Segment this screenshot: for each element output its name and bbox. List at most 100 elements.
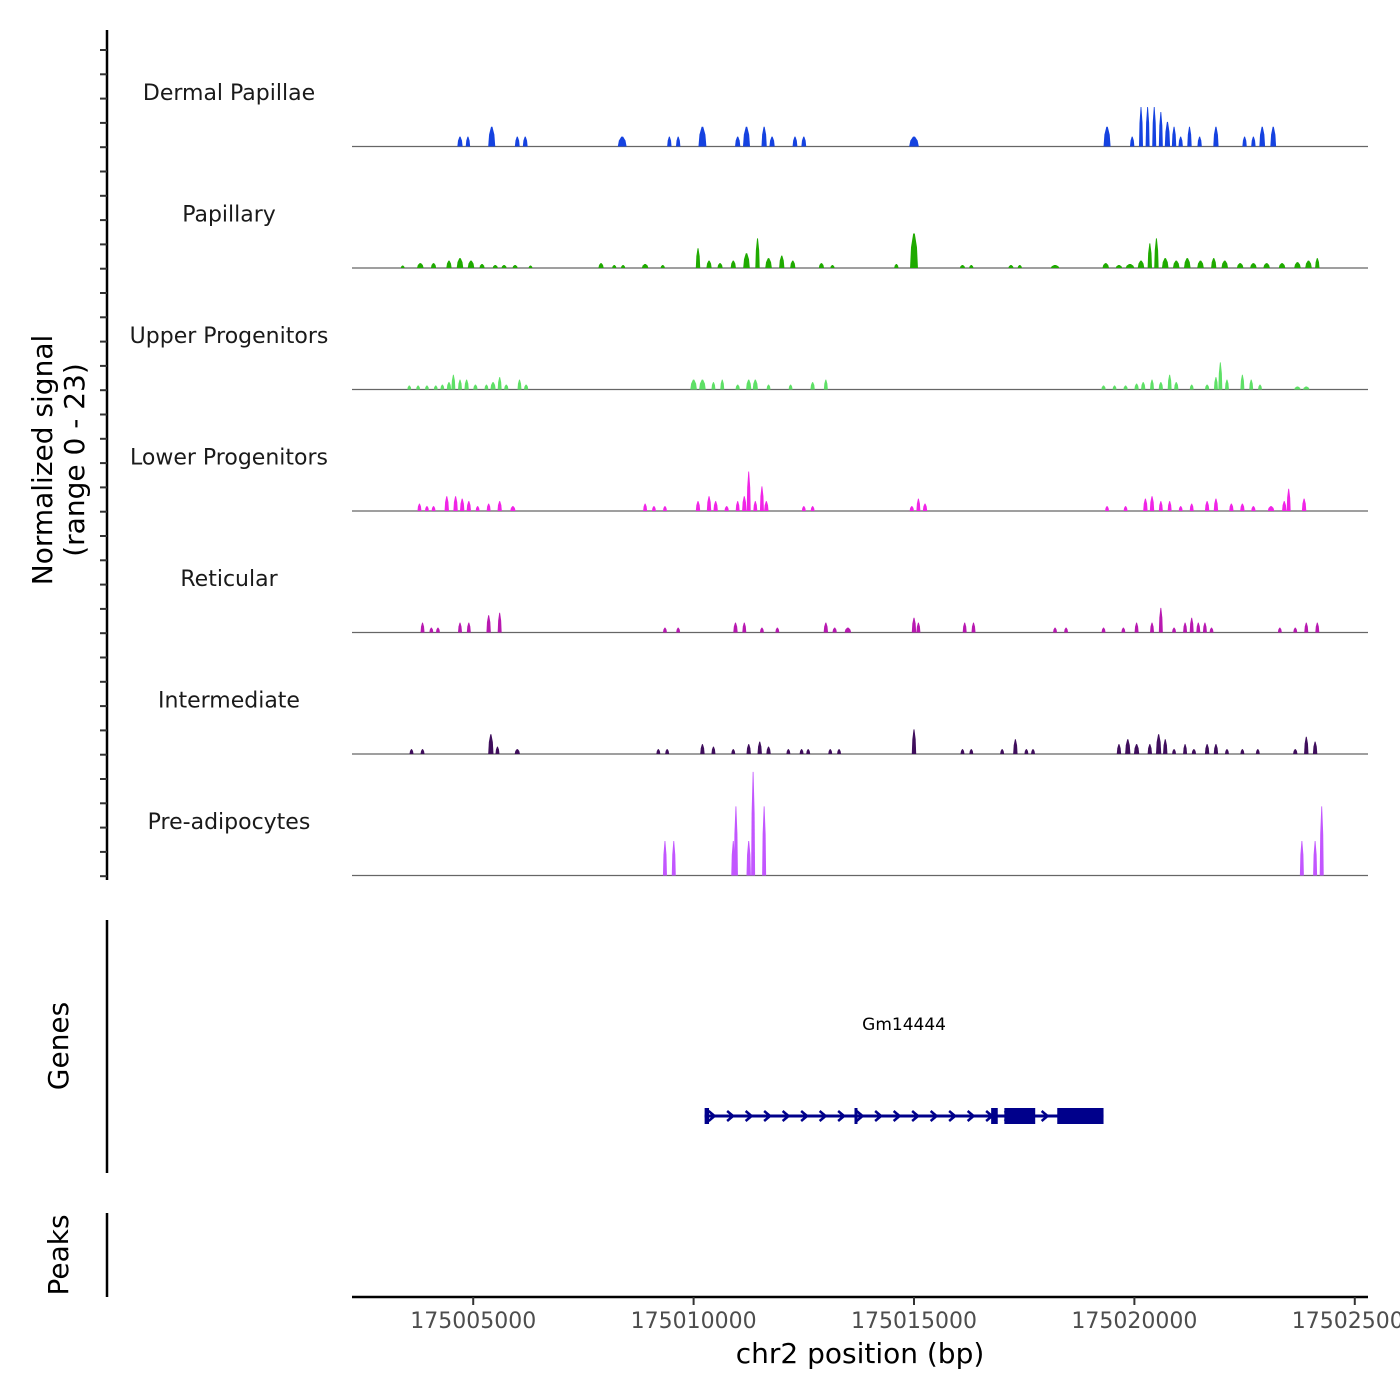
- x-axis-ticks: 175005000 175010000 175015000 175020000 1750…: [410, 1297, 1400, 1334]
- signal-peak: [1197, 260, 1204, 268]
- signal-peak: [446, 260, 452, 268]
- signal-peak: [488, 734, 494, 754]
- signal-peak: [1258, 384, 1263, 390]
- signal-peak: [1174, 382, 1179, 390]
- signal-peak: [695, 501, 701, 511]
- signal-peak: [832, 627, 837, 633]
- signal-peak: [473, 384, 478, 390]
- signal-peak: [1255, 749, 1260, 754]
- track-label: Pre-adipocytes: [148, 810, 311, 835]
- signal-peak: [497, 501, 502, 511]
- signal-peak: [1213, 126, 1219, 147]
- signal-peak: [742, 126, 751, 147]
- signal-peak: [801, 506, 806, 511]
- signal-peak: [1242, 136, 1247, 147]
- signal-peak: [1050, 265, 1060, 268]
- signal-peak: [1123, 385, 1128, 390]
- signal-peak: [495, 746, 500, 754]
- signal-peak: [433, 385, 438, 390]
- x-tick-label: 175025000: [1292, 1309, 1400, 1334]
- signal-peak: [764, 501, 769, 511]
- signal-peak: [752, 379, 758, 390]
- signal-peak: [1229, 503, 1234, 511]
- signal-peak: [909, 506, 914, 511]
- signal-peak: [1183, 622, 1188, 633]
- signal-peak: [792, 136, 798, 147]
- signal-peak: [1123, 506, 1128, 511]
- signal-peak: [735, 501, 740, 511]
- track-label: Upper Progenitors: [130, 324, 329, 349]
- signal-peak: [1286, 488, 1291, 511]
- signal-peak: [1101, 627, 1106, 633]
- signal-peak: [1224, 379, 1229, 390]
- signal-peak: [818, 263, 825, 268]
- signal-peak: [733, 622, 738, 633]
- signal-peak: [510, 506, 516, 511]
- signal-peak: [1191, 749, 1197, 754]
- signal-peak: [466, 501, 472, 511]
- x-tick-label: 175010000: [631, 1309, 757, 1334]
- signal-peak: [1145, 107, 1150, 147]
- signal-peak: [475, 506, 480, 511]
- signal-peak: [429, 627, 434, 633]
- signal-peak: [1213, 377, 1218, 390]
- signal-peak: [1154, 238, 1159, 268]
- signal-peak: [1140, 382, 1146, 390]
- signal-peak: [911, 729, 917, 754]
- signal-peak: [1053, 627, 1058, 633]
- signal-peak: [810, 382, 815, 390]
- gene-exon: [1057, 1108, 1104, 1124]
- signal-peak: [1064, 627, 1069, 633]
- signal-peak: [416, 385, 421, 390]
- signal-peak: [517, 379, 522, 390]
- signal-peak: [457, 379, 462, 390]
- signal-peak: [735, 384, 740, 390]
- signal-peak: [735, 136, 741, 147]
- signal-peak: [488, 126, 496, 147]
- signal-peak: [690, 379, 697, 390]
- signal-peak: [746, 840, 751, 876]
- strand-arrow-icon: [966, 1110, 976, 1122]
- signal-peak: [1017, 265, 1022, 268]
- strand-arrow-icon: [707, 1110, 717, 1122]
- signal-peak: [720, 379, 725, 390]
- signal-peak: [662, 627, 667, 633]
- signal-peak: [484, 384, 489, 390]
- signal-peak: [753, 501, 758, 511]
- signal-peak: [1209, 627, 1214, 633]
- signal-peak: [486, 503, 491, 511]
- signal-peak: [1024, 749, 1029, 754]
- signal-peak: [1164, 121, 1171, 147]
- signal-peak: [656, 749, 661, 754]
- gene-exon: [854, 1108, 858, 1124]
- signal-peak: [456, 258, 464, 268]
- track-label: Lower Progenitors: [130, 446, 328, 471]
- signal-peak: [706, 496, 712, 511]
- y-axis-title: Normalized signal (range 0 - 23): [26, 335, 91, 586]
- signal-peak: [823, 379, 828, 390]
- signal-peak: [641, 264, 649, 268]
- strand-arrow-icon: [1040, 1110, 1050, 1122]
- signal-peak: [440, 384, 445, 390]
- signal-peak: [713, 501, 718, 511]
- signal-peak: [828, 749, 833, 754]
- signal-peak: [910, 233, 918, 268]
- signal-peak: [971, 622, 976, 633]
- strand-arrow-icon: [929, 1110, 939, 1122]
- strand-arrow-icon: [726, 1110, 736, 1122]
- signal-peak: [420, 622, 425, 633]
- signal-peak: [1204, 744, 1210, 754]
- signal-peak: [916, 622, 921, 633]
- signal-peak: [514, 749, 520, 754]
- signal-peak: [1183, 744, 1188, 754]
- signal-peak: [1125, 739, 1131, 754]
- track-pre-adipocytes: Pre-adipocytes: [148, 771, 1368, 877]
- signal-peak: [717, 263, 723, 268]
- strand-arrow-icon: [818, 1110, 828, 1122]
- signal-peak: [1137, 260, 1145, 268]
- signal-peak: [1315, 622, 1320, 633]
- signal-peak: [446, 382, 452, 390]
- signal-peak: [431, 506, 436, 511]
- signal-peak: [1240, 503, 1245, 511]
- signal-peak: [1250, 263, 1257, 268]
